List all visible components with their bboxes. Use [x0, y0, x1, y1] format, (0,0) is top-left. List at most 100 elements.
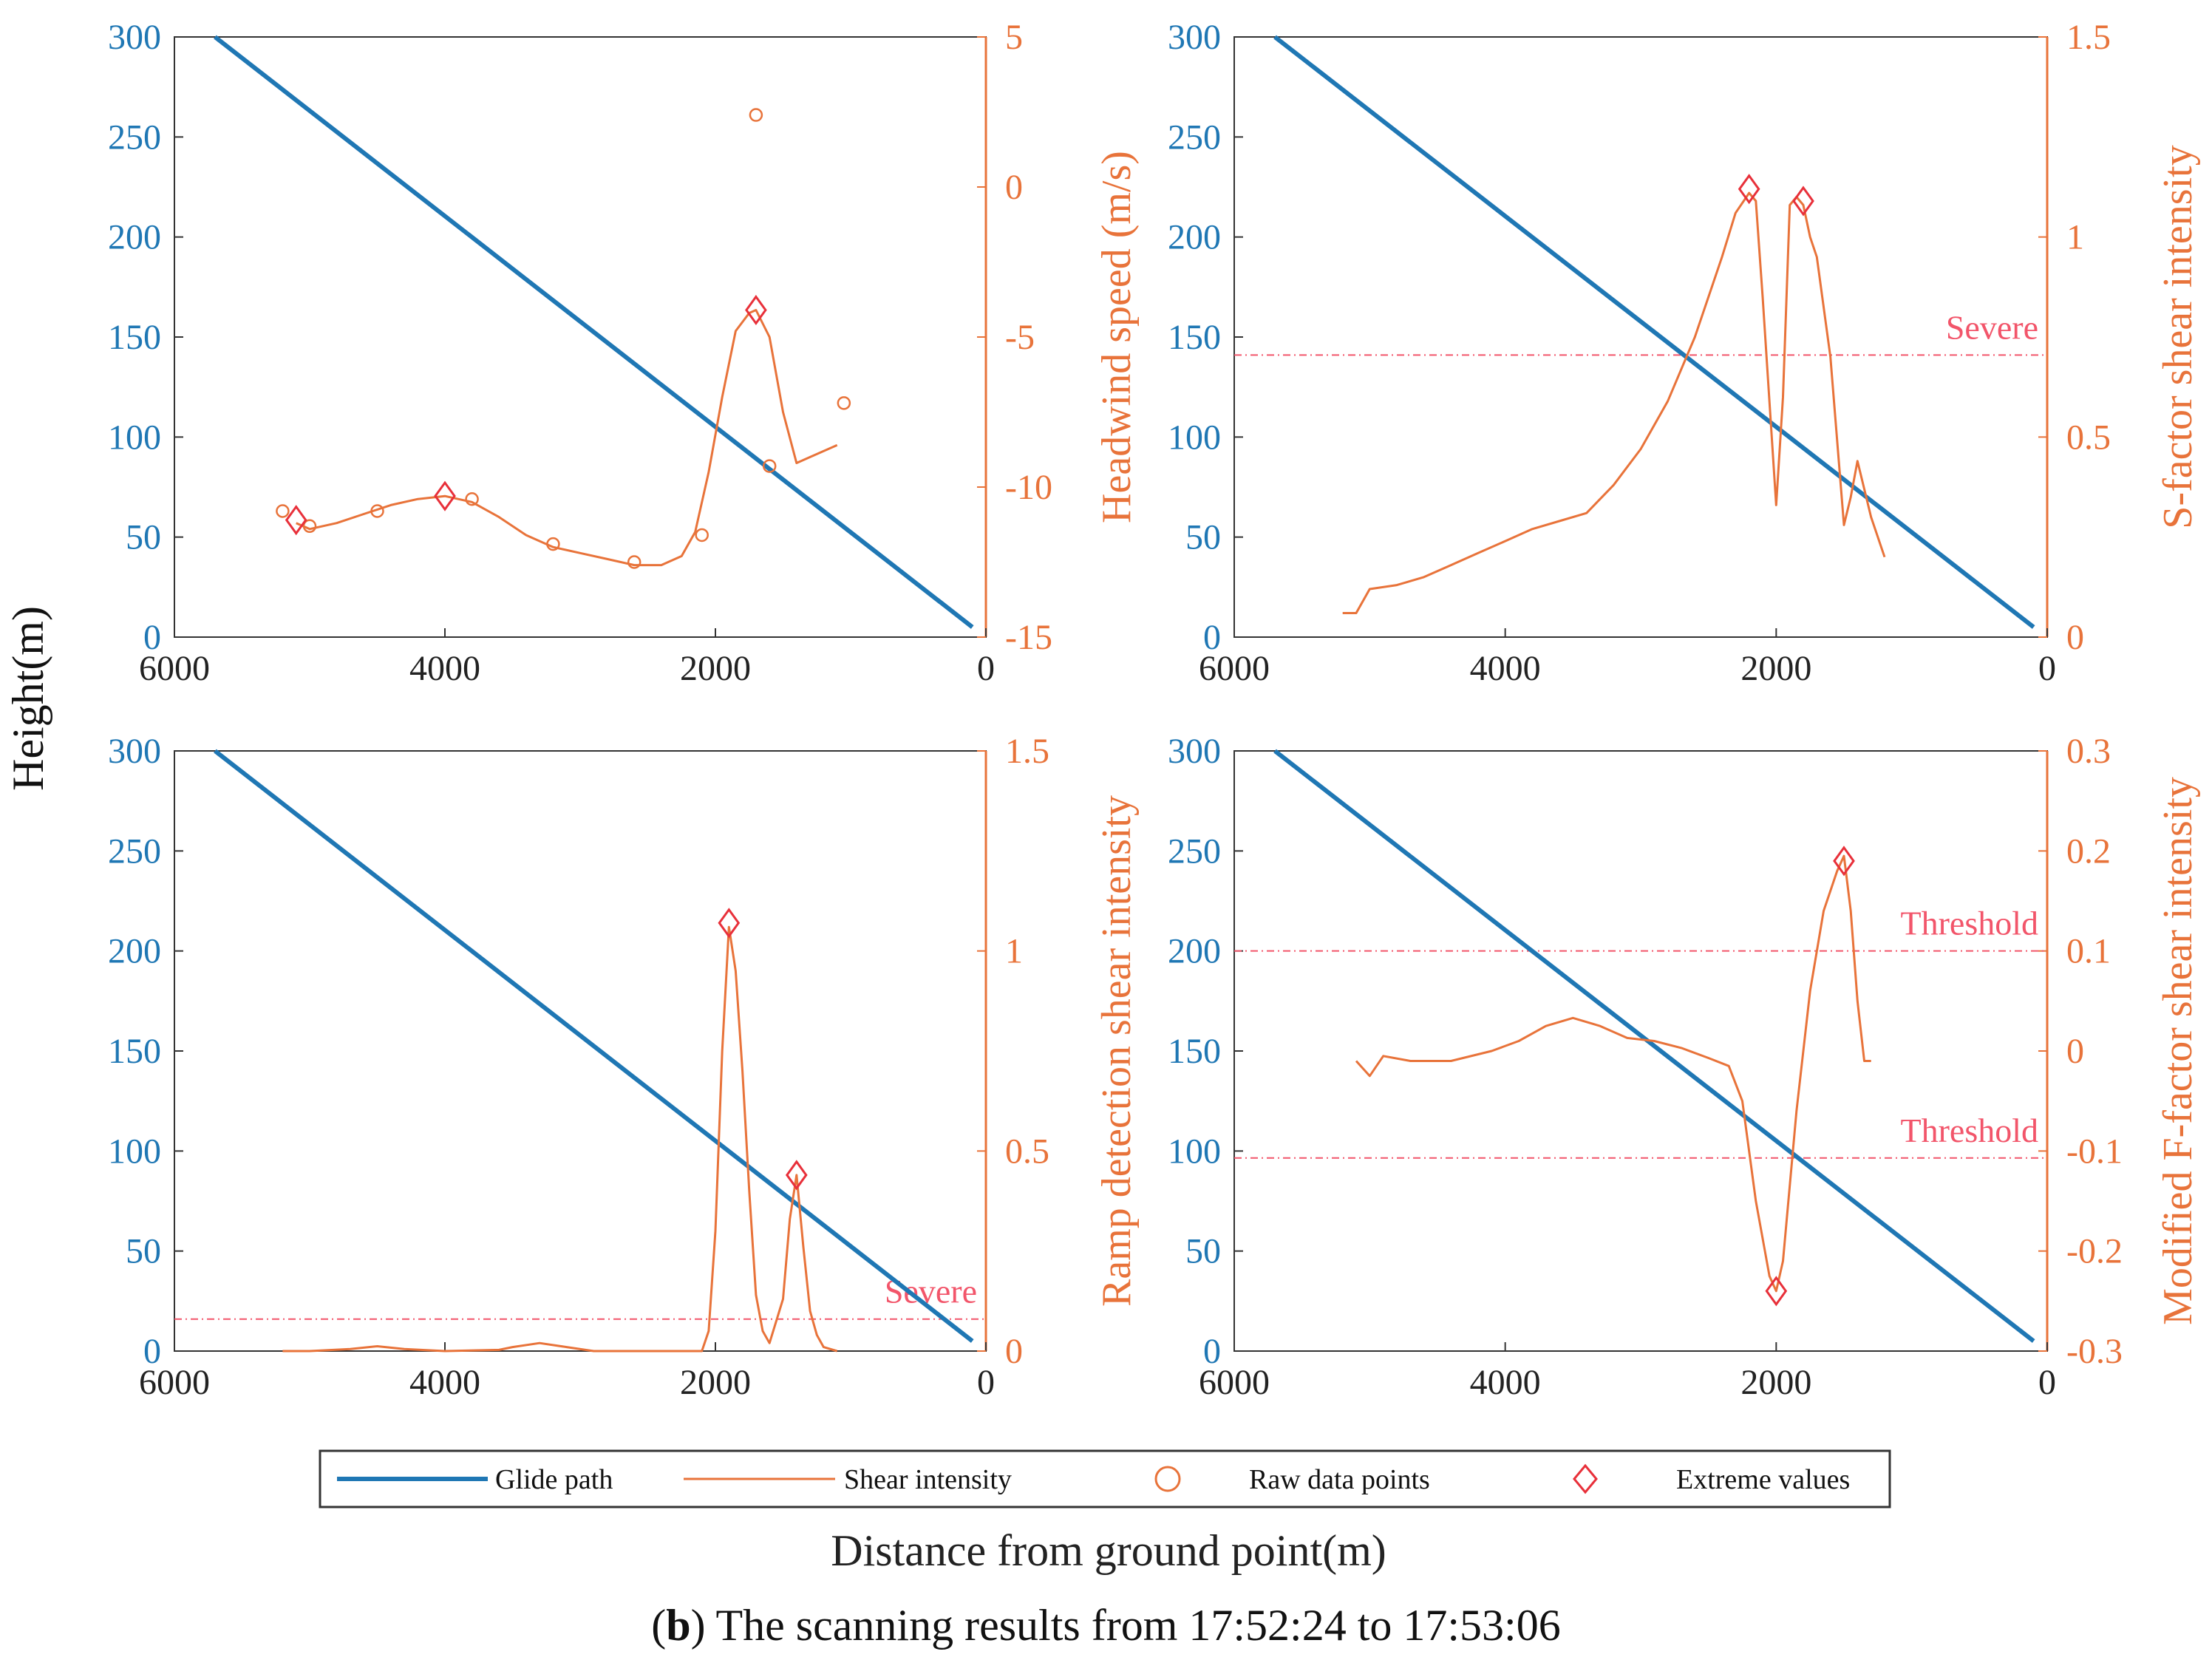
headwind-extreme-value-marker [285, 505, 307, 536]
headwind-y2-tick-label: 0 [1005, 168, 1023, 207]
headwind-raw-data-point [302, 519, 317, 534]
ffactor-x-tick-label: 4000 [1470, 1363, 1541, 1402]
sfactor-y-tick-label: 50 [1185, 518, 1221, 557]
ffactor-x-tick-label: 6000 [1199, 1363, 1270, 1402]
headwind-y2-tick-label: -15 [1005, 618, 1052, 657]
sfactor-y2-tick-label: 0.5 [2066, 418, 2111, 457]
legend-extreme-marker [1573, 1463, 1598, 1494]
legend-extreme-label: Extreme values [1676, 1464, 1850, 1495]
ramp-x-tick-label: 4000 [409, 1363, 480, 1402]
ramp-y2-tick-label: 0.5 [1005, 1132, 1049, 1171]
headwind-y-tick-label: 150 [108, 318, 161, 357]
sfactor-x-tick-label: 2000 [1740, 649, 1811, 688]
legend-raw-label: Raw data points [1249, 1464, 1430, 1495]
sfactor-shear-intensity-line [1342, 191, 1886, 614]
headwind-y-tick-label: 100 [108, 418, 161, 457]
sfactor-y-tick-label: 300 [1168, 18, 1221, 57]
ffactor-y2-tick-label: 0.2 [2066, 831, 2111, 871]
ffactor-y-tick-label: 0 [1203, 1332, 1221, 1371]
headwind-glide-path-line [214, 35, 974, 629]
ramp-extreme-value-marker [785, 1160, 808, 1191]
ffactor-y2-tick-label: 0.3 [2066, 732, 2111, 771]
headwind-y-tick-label: 300 [108, 18, 161, 57]
sfactor-glide-path-line [1273, 35, 2035, 629]
ramp-y-tick-label: 0 [143, 1332, 161, 1371]
sfactor-y-tick-label: 250 [1168, 118, 1221, 157]
ffactor-y2-tick-label: -0.3 [2066, 1332, 2123, 1371]
ramp-x-tick-label: 6000 [139, 1363, 210, 1402]
sfactor-y-tick-label: 150 [1168, 318, 1221, 357]
sfactor-y2-tick-label: 0 [2066, 618, 2084, 657]
figure-caption: (b) The scanning results from 17:52:24 t… [651, 1601, 1561, 1650]
headwind-raw-data-point [695, 528, 709, 542]
sfactor-threshold-label: Severe [1946, 308, 2038, 346]
sfactor-axes-box [1233, 36, 2048, 638]
panel-ramp: 6000 4000 2000 005010015020025030000.511.5R… [108, 732, 1140, 1402]
headwind-raw-data-point [465, 491, 479, 506]
ffactor-y-tick-label: 50 [1185, 1232, 1221, 1271]
legend-shear-label: Shear intensity [844, 1464, 1012, 1495]
ffactor-y-tick-label: 150 [1168, 1032, 1221, 1071]
headwind-x-tick-label: 4000 [409, 649, 480, 688]
ffactor-y2-tick-label: -0.1 [2066, 1132, 2123, 1171]
ffactor-threshold-label: Threshold [1900, 905, 2038, 942]
legend-raw-marker [1154, 1466, 1181, 1492]
ffactor-axes-box [1233, 750, 2048, 1352]
sfactor-y2-tick-label: 1.5 [2066, 18, 2111, 57]
sfactor-y-tick-label: 100 [1168, 418, 1221, 457]
headwind-raw-data-point [276, 504, 290, 518]
sfactor-y-tick-label: 200 [1168, 218, 1221, 257]
ffactor-y2-tick-label: 0 [2066, 1032, 2084, 1071]
ramp-axes-box [174, 750, 987, 1352]
ramp-threshold-label: Severe [885, 1273, 977, 1310]
headwind-y2-tick-label: -10 [1005, 468, 1052, 507]
sfactor-extreme-value-marker [1738, 174, 1760, 205]
ramp-y-tick-label: 50 [126, 1232, 161, 1271]
headwind-extreme-value-marker [434, 480, 456, 511]
headwind-raw-data-point [762, 459, 777, 473]
caption-letter: b [666, 1601, 691, 1650]
headwind-raw-data-point [749, 108, 763, 122]
ramp-y2-axis-label: Ramp detection shear intensity [1094, 795, 1140, 1307]
ramp-x-tick-label: 2000 [680, 1363, 751, 1402]
sfactor-x-tick-label: 6000 [1199, 649, 1270, 688]
headwind-y-tick-label: 250 [108, 118, 161, 157]
ramp-y2-tick-label: 1 [1005, 932, 1023, 971]
ffactor-y2-axis-label: Modified F-factor shear intensity [2155, 777, 2201, 1325]
ffactor-threshold-label: Threshold [1900, 1112, 2038, 1149]
ffactor-shear-intensity-line [1355, 854, 1871, 1293]
shared-x-label: Distance from ground point(m) [831, 1526, 1386, 1575]
ffactor-x-tick-label: 2000 [1740, 1363, 1811, 1402]
ffactor-x-tick-label: 0 [2038, 1363, 2056, 1402]
ffactor-y-tick-label: 200 [1168, 932, 1221, 971]
sfactor-y2-tick-label: 1 [2066, 218, 2084, 257]
headwind-raw-data-point [370, 504, 384, 518]
headwind-y-tick-label: 0 [143, 618, 161, 657]
headwind-raw-data-point [627, 555, 642, 569]
ramp-y-tick-label: 200 [108, 932, 161, 971]
headwind-y2-axis-label: Headwind speed (m/s) [1094, 151, 1140, 523]
legend-box [319, 1449, 1891, 1508]
headwind-x-tick-label: 6000 [139, 649, 210, 688]
ramp-extreme-value-marker [718, 908, 741, 939]
headwind-x-tick-label: 2000 [680, 649, 751, 688]
sfactor-x-tick-label: 4000 [1470, 649, 1541, 688]
ramp-y-tick-label: 150 [108, 1032, 161, 1071]
legend-glide-label: Glide path [495, 1464, 613, 1495]
ffactor-y-tick-label: 300 [1168, 732, 1221, 771]
shared-y-label: Height(m) [4, 606, 52, 791]
ramp-y-tick-label: 300 [108, 732, 161, 771]
ffactor-y2-tick-label: 0.1 [2066, 932, 2111, 971]
panels: 6000 4000 2000 0050100150200250300-15-10-50… [108, 18, 2201, 1402]
legend: Glide path Shear intensity Raw data poin… [319, 1449, 1891, 1508]
headwind-x-tick-label: 0 [977, 649, 995, 688]
sfactor-y2-axis-label: S-factor shear intensity [2155, 145, 2201, 528]
panel-headwind: 6000 4000 2000 0 0 50 100 150 200 250 300 -15 -10 -5 0… [108, 18, 1140, 688]
caption-text: ) The scanning results from 17:52:24 to … [690, 1601, 1561, 1650]
ramp-x-tick-label: 0 [977, 1363, 995, 1402]
ffactor-y2-tick-label: -0.2 [2066, 1232, 2123, 1271]
panel-ffactor: 6000 4000 2000 0 0 50 100 150 200 250 300 -0.3 -0.2 -… [1168, 732, 2201, 1402]
ramp-y2-tick-label: 1.5 [1005, 732, 1049, 771]
headwind-y2-tick-label: 5 [1005, 18, 1023, 57]
